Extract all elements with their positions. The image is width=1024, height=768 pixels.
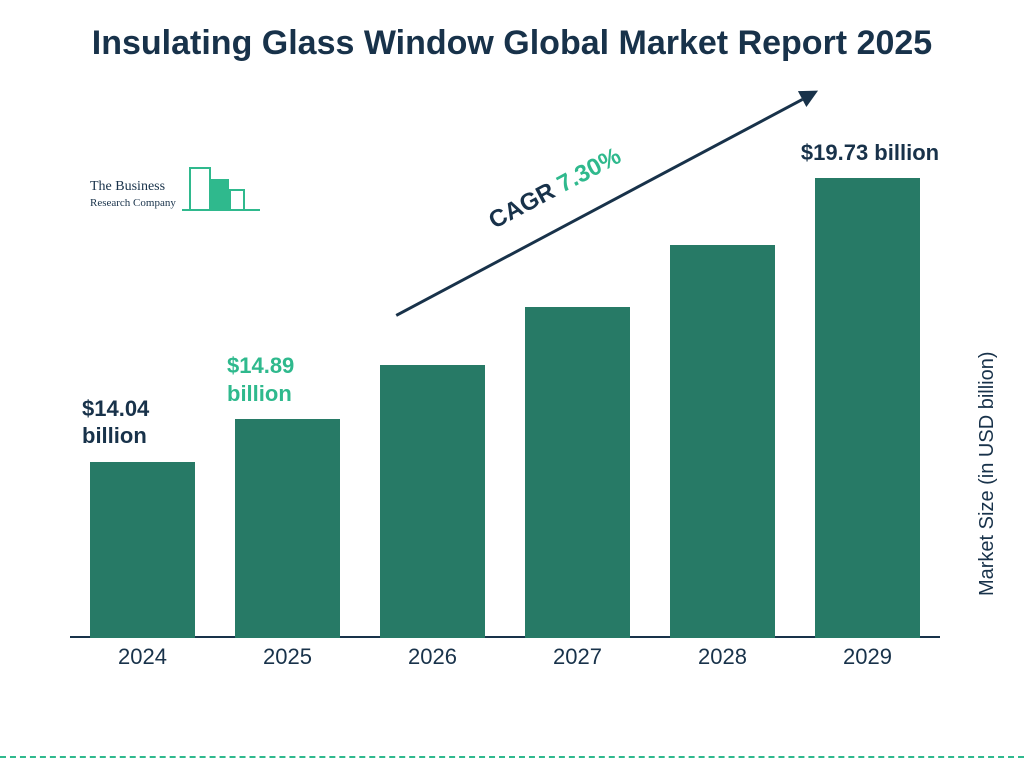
chart-title: Insulating Glass Window Global Market Re… [0,22,1024,65]
bar-2028 [670,245,775,638]
x-tick-2024: 2024 [70,644,215,670]
x-tick-2025: 2025 [215,644,360,670]
value-label-2025: $14.89billion [227,352,347,407]
bottom-divider [0,756,1024,758]
x-tick-2026: 2026 [360,644,505,670]
page-root: Insulating Glass Window Global Market Re… [0,0,1024,768]
arrow-head-icon [798,83,822,107]
bar-2025 [235,419,340,638]
bar-2024 [90,462,195,638]
bar-2029 [815,178,920,638]
bar-2027 [525,307,630,638]
x-tick-2028: 2028 [650,644,795,670]
bar-2026 [380,365,485,638]
chart-area: 202420252026202720282029 $14.04billion $1… [70,140,940,670]
x-tick-2029: 2029 [795,644,940,670]
x-tick-2027: 2027 [505,644,650,670]
value-label-2029: $19.73 billion [780,139,960,167]
value-label-2024: $14.04billion [82,395,202,450]
y-axis-label: Market Size (in USD billion) [977,352,1000,597]
